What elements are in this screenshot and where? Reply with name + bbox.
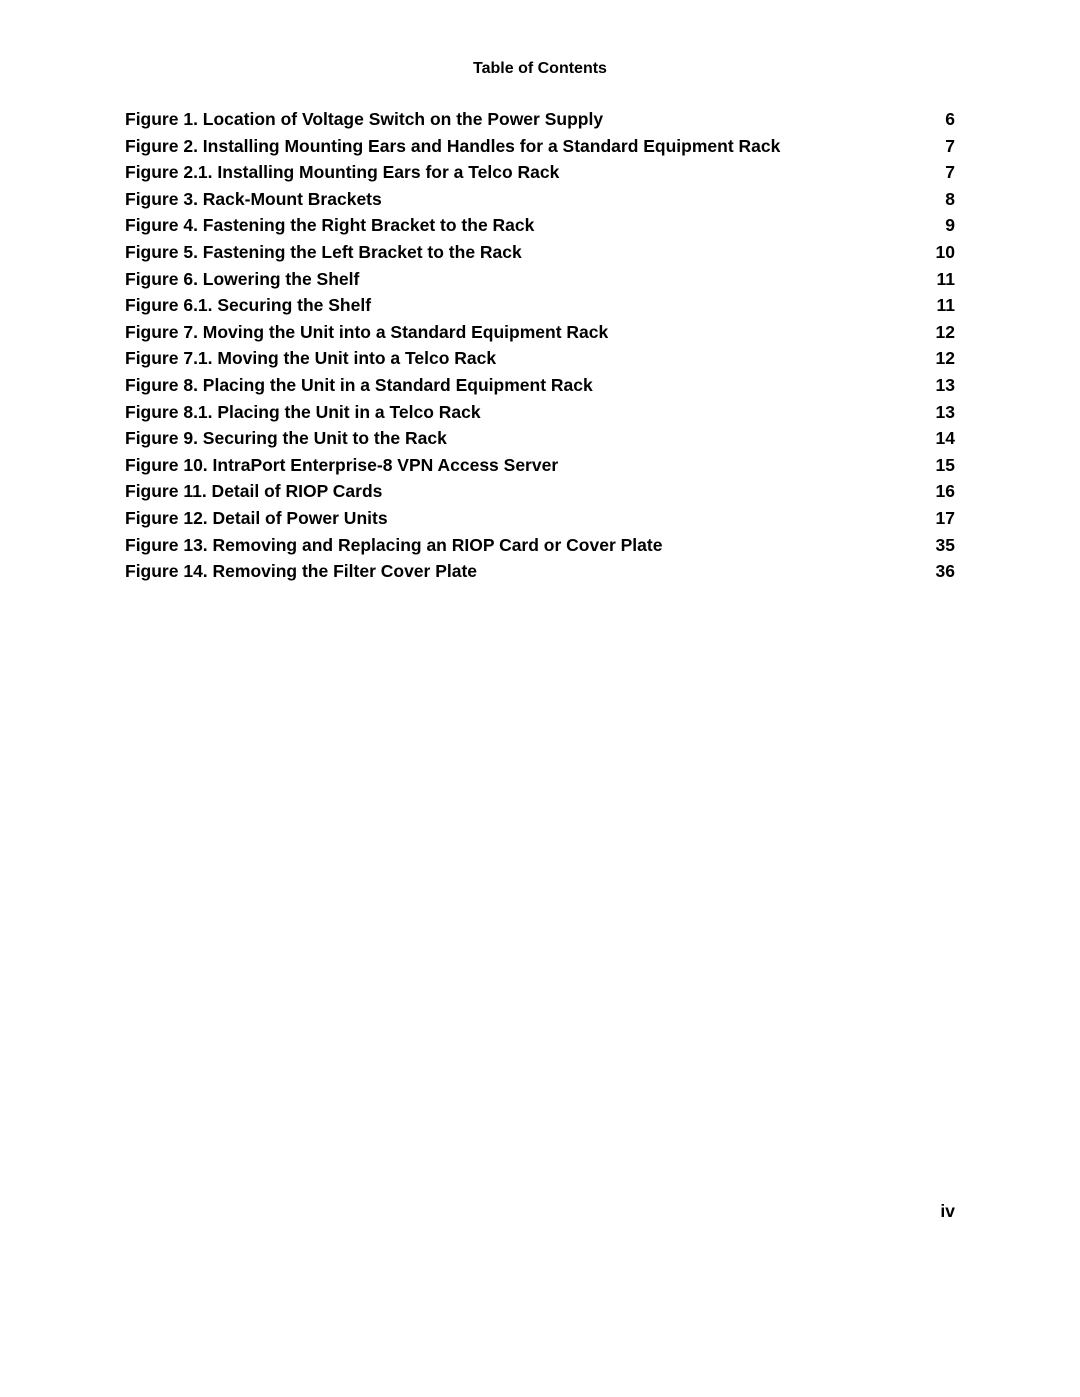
toc-entry-label: Figure 6. Lowering the Shelf (125, 266, 925, 293)
toc-entry-label: Figure 7.1. Moving the Unit into a Telco… (125, 345, 925, 372)
toc-entry: Figure 14. Removing the Filter Cover Pla… (125, 558, 955, 585)
toc-entry: Figure 5. Fastening the Left Bracket to … (125, 239, 955, 266)
toc-entry: Figure 8.1. Placing the Unit in a Telco … (125, 399, 955, 426)
toc-entry-page: 13 (925, 399, 955, 426)
toc-entry: Figure 9. Securing the Unit to the Rack1… (125, 425, 955, 452)
page-number: iv (940, 1201, 955, 1222)
toc-title: Table of Contents (125, 60, 955, 78)
toc-list: Figure 1. Location of Voltage Switch on … (125, 106, 955, 585)
toc-entry-label: Figure 9. Securing the Unit to the Rack (125, 425, 925, 452)
toc-entry-page: 7 (925, 159, 955, 186)
toc-entry: Figure 7. Moving the Unit into a Standar… (125, 319, 955, 346)
toc-entry-page: 15 (925, 452, 955, 479)
toc-entry: Figure 13. Removing and Replacing an RIO… (125, 532, 955, 559)
toc-entry-label: Figure 8.1. Placing the Unit in a Telco … (125, 399, 925, 426)
toc-entry-label: Figure 8. Placing the Unit in a Standard… (125, 372, 925, 399)
toc-entry: Figure 11. Detail of RIOP Cards16 (125, 478, 955, 505)
toc-entry-label: Figure 12. Detail of Power Units (125, 505, 925, 532)
toc-entry-page: 6 (925, 106, 955, 133)
toc-entry-page: 7 (925, 133, 955, 160)
toc-entry-label: Figure 11. Detail of RIOP Cards (125, 478, 925, 505)
toc-entry-page: 17 (925, 505, 955, 532)
toc-entry: Figure 4. Fastening the Right Bracket to… (125, 212, 955, 239)
toc-entry-label: Figure 13. Removing and Replacing an RIO… (125, 532, 925, 559)
toc-entry-label: Figure 6.1. Securing the Shelf (125, 292, 925, 319)
toc-entry: Figure 12. Detail of Power Units17 (125, 505, 955, 532)
toc-entry-label: Figure 1. Location of Voltage Switch on … (125, 106, 925, 133)
toc-entry: Figure 10. IntraPort Enterprise-8 VPN Ac… (125, 452, 955, 479)
toc-entry-page: 12 (925, 345, 955, 372)
toc-entry-label: Figure 10. IntraPort Enterprise-8 VPN Ac… (125, 452, 925, 479)
page-container: Table of Contents Figure 1. Location of … (0, 0, 1080, 1397)
toc-entry-page: 9 (925, 212, 955, 239)
toc-entry-label: Figure 2.1. Installing Mounting Ears for… (125, 159, 925, 186)
toc-entry-page: 10 (925, 239, 955, 266)
toc-entry: Figure 8. Placing the Unit in a Standard… (125, 372, 955, 399)
toc-entry: Figure 6. Lowering the Shelf11 (125, 266, 955, 293)
toc-entry: Figure 6.1. Securing the Shelf11 (125, 292, 955, 319)
toc-entry-label: Figure 2. Installing Mounting Ears and H… (125, 133, 925, 160)
toc-entry-label: Figure 3. Rack-Mount Brackets (125, 186, 925, 213)
toc-entry-label: Figure 7. Moving the Unit into a Standar… (125, 319, 925, 346)
toc-entry-page: 11 (925, 292, 955, 319)
toc-entry-page: 14 (925, 425, 955, 452)
toc-entry: Figure 2. Installing Mounting Ears and H… (125, 133, 955, 160)
toc-entry-label: Figure 5. Fastening the Left Bracket to … (125, 239, 925, 266)
toc-entry-page: 36 (925, 558, 955, 585)
toc-entry-page: 12 (925, 319, 955, 346)
toc-entry-label: Figure 14. Removing the Filter Cover Pla… (125, 558, 925, 585)
toc-entry-page: 11 (925, 266, 955, 293)
toc-entry-page: 35 (925, 532, 955, 559)
toc-entry-page: 13 (925, 372, 955, 399)
toc-entry: Figure 7.1. Moving the Unit into a Telco… (125, 345, 955, 372)
toc-entry-page: 16 (925, 478, 955, 505)
toc-entry-label: Figure 4. Fastening the Right Bracket to… (125, 212, 925, 239)
toc-entry: Figure 3. Rack-Mount Brackets8 (125, 186, 955, 213)
toc-entry: Figure 2.1. Installing Mounting Ears for… (125, 159, 955, 186)
toc-entry-page: 8 (925, 186, 955, 213)
toc-entry: Figure 1. Location of Voltage Switch on … (125, 106, 955, 133)
